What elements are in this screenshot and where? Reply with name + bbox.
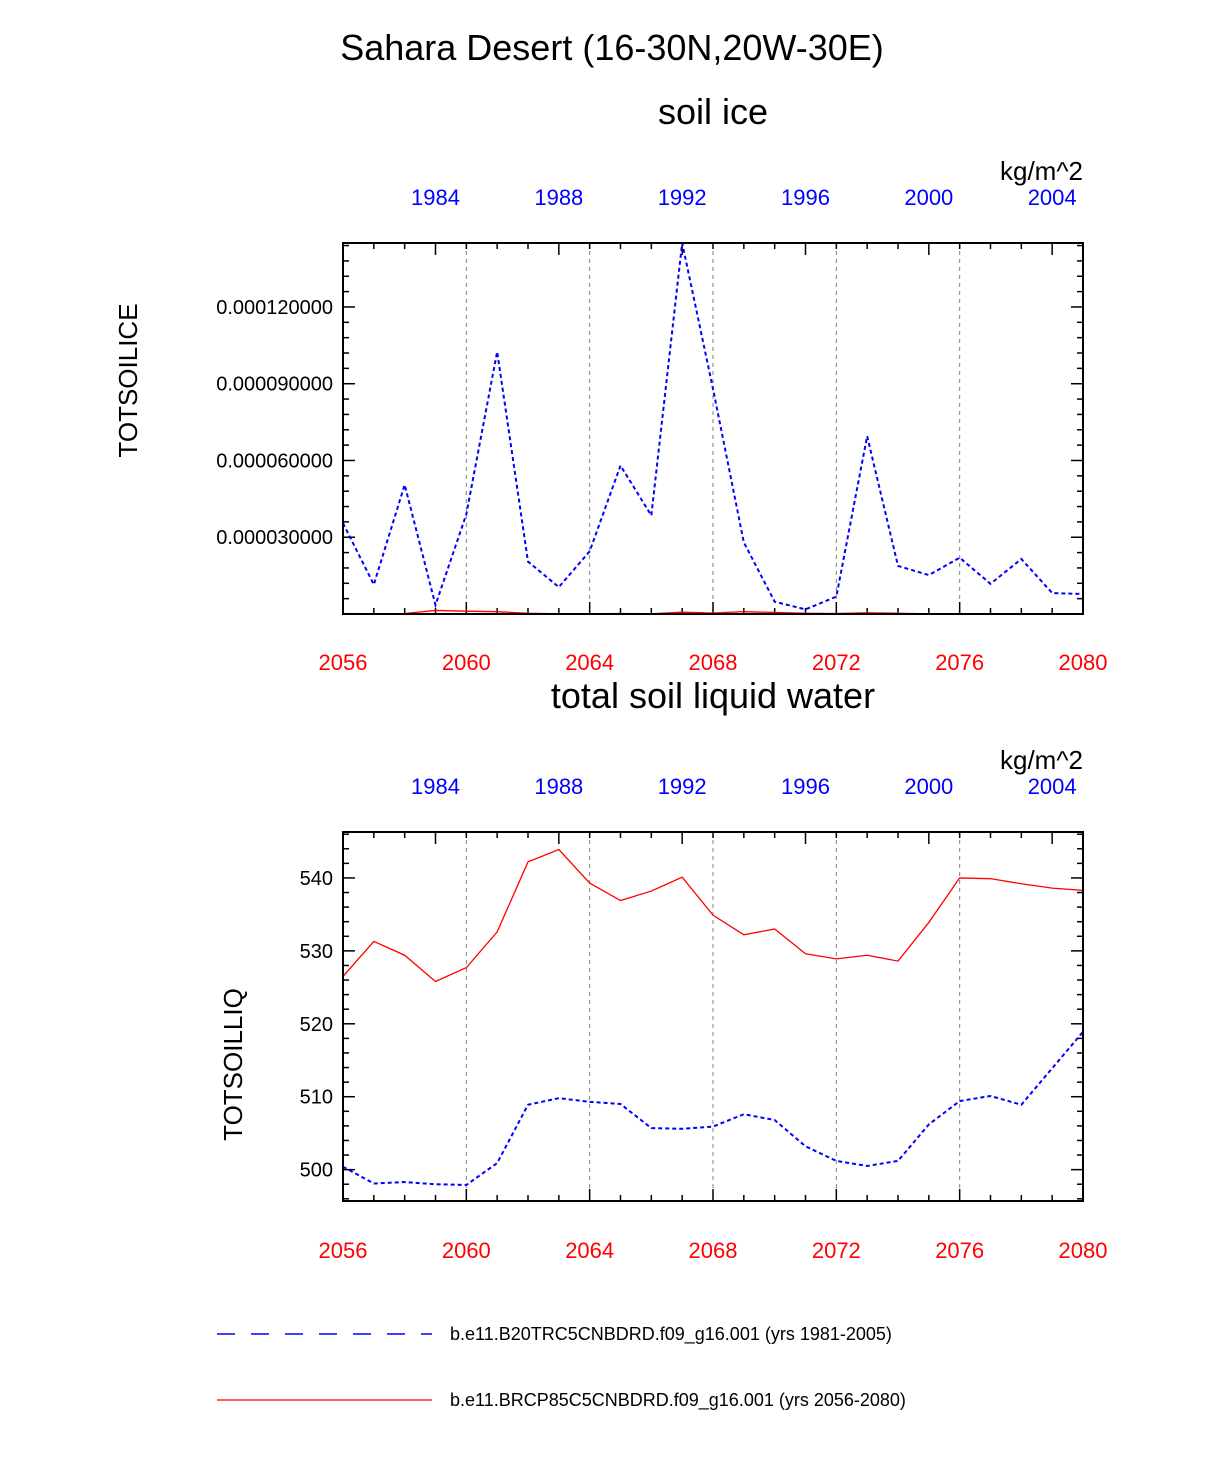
x-bottom-tick-label: 2068 [689, 650, 738, 675]
y-tick-label: 530 [300, 941, 333, 963]
x-bottom-tick-label: 2080 [1059, 650, 1108, 675]
plot-frame [342, 242, 1084, 615]
x-top-tick-label: 1988 [534, 774, 583, 799]
y-tick-label: 510 [300, 1087, 333, 1109]
series-line-historical [343, 242, 1083, 611]
x-top-tick-label: 2000 [904, 774, 953, 799]
chart-panel-2: total soil liquid water kg/m^2 TOTSOILLIQ 5… [218, 675, 1107, 1263]
x-top-tick-label: 1992 [658, 774, 707, 799]
x-top-tick-label: 1996 [781, 774, 830, 799]
y-tick-label: 500 [300, 1160, 333, 1182]
x-bottom-tick-label: 2064 [565, 650, 614, 675]
plot-frame [342, 831, 1084, 1202]
x-bottom-tick-label: 2076 [935, 1238, 984, 1263]
chart-panels: soil ice kg/m^2 TOTSOILICE 0.000030000 0.000… [113, 91, 1107, 1263]
x-bottom-tick-label: 2060 [442, 1238, 491, 1263]
x-top-tick-label: 1984 [411, 774, 460, 799]
y-tick-label: 0.000060000 [216, 450, 333, 472]
series-line-historical [343, 1031, 1083, 1186]
x-bottom-tick-label: 2060 [442, 650, 491, 675]
x-bottom-tick-label: 2072 [812, 1238, 861, 1263]
x-bottom-tick-label: 2056 [319, 1238, 368, 1263]
x-bottom-tick-label: 2072 [812, 650, 861, 675]
units-label: kg/m^2 [1000, 156, 1083, 186]
legend-label-historical: b.e11.B20TRC5CNBDRD.f09_g16.001 (yrs 198… [450, 1324, 892, 1345]
y-tick-label: 0.000120000 [216, 297, 333, 319]
chart-title: total soil liquid water [551, 675, 875, 716]
x-top-tick-label: 1984 [411, 185, 460, 210]
x-bottom-tick-label: 2076 [935, 650, 984, 675]
legend-label-future: b.e11.BRCP85C5CNBDRD.f09_g16.001 (yrs 20… [450, 1390, 906, 1411]
y-axis-label: TOTSOILLIQ [218, 988, 248, 1141]
x-bottom-tick-label: 2064 [565, 1238, 614, 1263]
figure-title: Sahara Desert (16-30N,20W-30E) [340, 27, 884, 68]
y-tick-label: 520 [300, 1014, 333, 1036]
units-label: kg/m^2 [1000, 745, 1083, 775]
y-tick-label: 0.000030000 [216, 527, 333, 549]
y-tick-label: 0.000090000 [216, 374, 333, 396]
x-bottom-tick-label: 2068 [689, 1238, 738, 1263]
x-top-tick-label: 2000 [904, 185, 953, 210]
chart-panel-1: soil ice kg/m^2 TOTSOILICE 0.000030000 0.000… [113, 91, 1107, 675]
y-axis-label: TOTSOILICE [113, 303, 143, 457]
x-top-tick-label: 1992 [658, 185, 707, 210]
x-bottom-tick-label: 2056 [319, 650, 368, 675]
y-tick-label: 540 [300, 868, 333, 890]
x-top-tick-label: 1988 [534, 185, 583, 210]
chart-title: soil ice [658, 91, 768, 132]
legend: b.e11.B20TRC5CNBDRD.f09_g16.001 (yrs 198… [217, 1324, 906, 1411]
x-top-tick-label: 2004 [1028, 185, 1077, 210]
x-top-tick-label: 2004 [1028, 774, 1077, 799]
x-top-tick-label: 1996 [781, 185, 830, 210]
series-line-future [343, 848, 1083, 983]
x-bottom-tick-label: 2080 [1059, 1238, 1108, 1263]
